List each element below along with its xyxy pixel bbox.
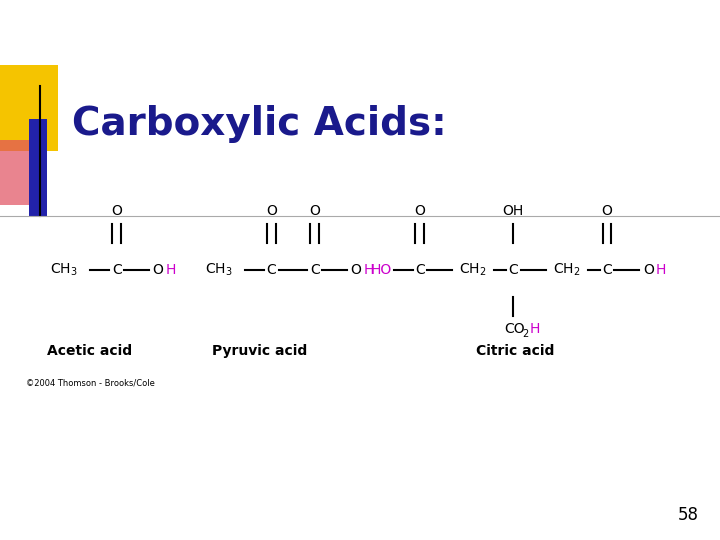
Text: O: O	[643, 263, 654, 277]
Text: O: O	[601, 204, 613, 218]
Text: CH$_2$: CH$_2$	[553, 262, 580, 278]
Text: CO: CO	[505, 322, 526, 336]
FancyBboxPatch shape	[0, 140, 40, 205]
Text: O: O	[153, 263, 163, 277]
Text: OH: OH	[503, 204, 524, 218]
Text: Carboxylic Acids:: Carboxylic Acids:	[72, 105, 446, 143]
Text: ©2004 Thomson - Brooks/Cole: ©2004 Thomson - Brooks/Cole	[26, 379, 154, 388]
Text: H: H	[166, 263, 176, 277]
Text: CH$_3$: CH$_3$	[205, 262, 233, 278]
Text: HO: HO	[371, 263, 392, 277]
FancyBboxPatch shape	[0, 65, 58, 151]
Text: Citric acid: Citric acid	[476, 344, 554, 358]
FancyBboxPatch shape	[29, 119, 47, 216]
Text: O: O	[111, 204, 122, 218]
Text: CH$_2$: CH$_2$	[459, 262, 487, 278]
Text: O: O	[351, 263, 361, 277]
Text: O: O	[414, 204, 426, 218]
Text: C: C	[602, 263, 612, 277]
Text: 2: 2	[522, 329, 528, 339]
Text: C: C	[415, 263, 425, 277]
Text: C: C	[310, 263, 320, 277]
Text: C: C	[112, 263, 122, 277]
Text: Pyruvic acid: Pyruvic acid	[212, 344, 307, 358]
Text: O: O	[266, 204, 277, 218]
Text: Acetic acid: Acetic acid	[48, 344, 132, 358]
Text: O: O	[309, 204, 320, 218]
Text: H: H	[364, 263, 374, 277]
Text: H: H	[656, 263, 666, 277]
Text: H: H	[529, 322, 539, 336]
Text: C: C	[266, 263, 276, 277]
Text: 58: 58	[678, 506, 698, 524]
Text: C: C	[508, 263, 518, 277]
Text: CH$_3$: CH$_3$	[50, 262, 78, 278]
